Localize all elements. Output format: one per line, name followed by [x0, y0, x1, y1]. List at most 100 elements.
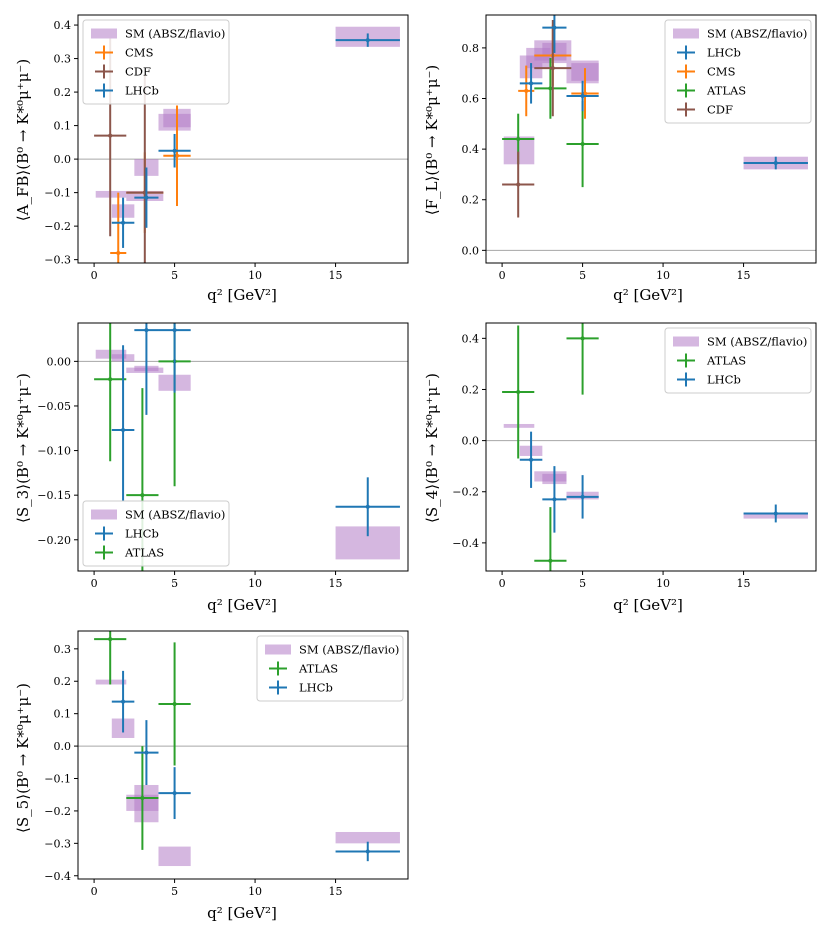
s4-atlas-point-1-marker	[548, 558, 553, 563]
s5-ytick-label-1: −0.3	[44, 837, 71, 850]
s5-xtick-label-2: 10	[248, 885, 262, 898]
fl-lhcb-point-0-marker	[529, 81, 534, 86]
s5-legend-label-lhcb: LHCb	[299, 681, 333, 695]
afb-ytick-label-0: −0.3	[44, 254, 71, 267]
afb-lhcb-point-0-marker	[121, 220, 126, 225]
s5-atlas-point-2	[158, 642, 191, 766]
fl-legend-label-cdf: CDF	[707, 103, 733, 117]
fl-atlas-point-0-marker	[516, 137, 521, 141]
s5-legend-label-atlas: ATLAS	[298, 662, 338, 676]
s4-legend: SM (ABSZ/flavio) ATLAS LHCb	[664, 327, 812, 394]
fl-legend-swatch-sm	[673, 28, 699, 39]
s3-legend: SM (ABSZ/flavio) LHCb ATLAS	[82, 500, 230, 567]
s3-y-axis-label: ⟨S_3⟩(B⁰ → K*⁰μ⁺μ⁻)	[14, 373, 32, 523]
afb-ytick-label-1: −0.2	[44, 220, 71, 233]
fl-ytick-label-0: 0.0	[462, 244, 480, 257]
fl-cms-point-2	[571, 68, 599, 119]
s3-legend-label-lhcb: LHCb	[125, 527, 159, 541]
afb-cms-point-0-marker	[116, 250, 121, 255]
s4-legend-label-lhcb: LHCb	[707, 373, 741, 387]
afb-x-axis-label: q² [GeV²]	[207, 286, 277, 304]
s4-atlas-point-2-marker	[580, 336, 585, 341]
s5-ytick-label-0: −0.4	[44, 870, 71, 883]
fl-lhcb-point-0	[519, 63, 543, 104]
afb-xtick-label-1: 5	[171, 269, 178, 282]
fl-lhcb-point-3-marker	[773, 161, 778, 166]
s3-legend-label-sm: SM (ABSZ/flavio)	[125, 508, 225, 522]
s4-ytick-label-4: 0.4	[462, 332, 480, 345]
panel-afb: q² [GeV²] ⟨A_FB⟩(B⁰ → K*⁰μ⁺μ⁻) 0 5 10 15 −0.…	[14, 14, 409, 304]
s5-sm-box-5	[335, 831, 400, 844]
s5-ytick-label-2: −0.2	[44, 805, 71, 818]
s5-atlas-point-1-marker	[140, 795, 145, 800]
s4-lhcb-point-3	[743, 504, 808, 523]
fl-cdf-point-1-marker	[550, 66, 555, 71]
s5-atlas-point-1	[126, 746, 159, 850]
s3-ytick-label-4: 0.00	[47, 355, 72, 368]
fl-y-axis-label: ⟨F_L⟩(B⁰ → K*⁰μ⁺μ⁻)	[423, 65, 441, 215]
s5-xtick-label-3: 15	[329, 885, 343, 898]
s3-atlas-point-1-marker	[140, 493, 145, 498]
afb-cdf-point-0-marker	[108, 133, 113, 138]
fl-xtick-label-1: 5	[579, 269, 586, 282]
s5-lhcb-point-3	[335, 841, 400, 862]
s5-sm-box-3	[134, 784, 159, 823]
afb-ytick-label-7: 0.4	[54, 19, 72, 32]
s5-xtick-label-0: 0	[91, 885, 98, 898]
fl-lhcb-point-1-marker	[552, 25, 557, 30]
fl-ytick-label-3: 0.6	[462, 93, 480, 106]
s3-lhcb-point-0-marker	[121, 428, 126, 433]
s3-atlas-point-0-marker	[108, 377, 113, 382]
fl-ytick-label-1: 0.2	[462, 194, 480, 207]
s5-atlas-point-0	[94, 631, 127, 685]
s5-x-axis-label: q² [GeV²]	[207, 904, 277, 922]
fl-lhcb-point-3	[743, 156, 808, 170]
s4-xtick-label-2: 10	[656, 577, 670, 590]
fl-lhcb-point-2-marker	[580, 93, 585, 98]
s3-lhcb-point-3	[335, 477, 400, 537]
afb-xtick-label-3: 15	[329, 269, 343, 282]
afb-cms-point-2	[163, 105, 191, 207]
panel-s4: q² [GeV²] ⟨S_4⟩(B⁰ → K*⁰μ⁺μ⁻) 0 5 10 15 −0.4…	[423, 322, 817, 614]
s3-lhcb-point-0	[111, 345, 135, 502]
s5-legend-label-sm: SM (ABSZ/flavio)	[299, 643, 399, 657]
s3-x-axis-label: q² [GeV²]	[207, 596, 277, 614]
s4-ytick-label-1: −0.2	[452, 486, 479, 499]
afb-y-axis-label: ⟨A_FB⟩(B⁰ → K*⁰μ⁺μ⁻)	[14, 59, 32, 221]
s4-ytick-label-0: −0.4	[452, 537, 479, 550]
s3-lhcb-point-2	[158, 323, 191, 393]
afb-legend: SM (ABSZ/flavio) CMS CDF LHCb	[82, 19, 230, 105]
s3-lhcb-point-2-marker	[172, 328, 177, 333]
fl-plot-area	[502, 15, 808, 218]
s3-xtick-label-2: 10	[248, 577, 262, 590]
fl-cdf-point-1	[534, 20, 572, 117]
panel-fl: q² [GeV²] ⟨F_L⟩(B⁰ → K*⁰μ⁺μ⁻) 0 5 10 15 0.0 0…	[423, 14, 817, 304]
fl-cdf-point-0	[502, 151, 535, 218]
s4-xtick-label-3: 15	[737, 577, 751, 590]
afb-legend-label-cdf: CDF	[125, 65, 151, 79]
s5-lhcb-point-2	[158, 767, 191, 820]
s5-atlas-point-0-marker	[108, 637, 113, 642]
fl-legend: SM (ABSZ/flavio) LHCb CMS ATLAS CDF	[664, 19, 812, 124]
afb-legend-swatch-sm	[91, 28, 117, 39]
fl-xtick-label-0: 0	[499, 269, 506, 282]
afb-ytick-label-2: −0.1	[44, 187, 71, 200]
s4-xtick-label-1: 5	[579, 577, 586, 590]
s4-atlas-point-0	[502, 325, 535, 459]
s5-plot-area	[94, 631, 400, 867]
fl-lhcb-point-2	[566, 80, 599, 112]
s5-ytick-label-7: 0.3	[54, 643, 72, 656]
afb-lhcb-point-3-marker	[365, 38, 370, 43]
s4-atlas-point-2	[566, 323, 599, 395]
afb-legend-box	[82, 19, 230, 105]
afb-lhcb-point-1	[134, 167, 159, 228]
fl-legend-label-cms: CMS	[707, 65, 736, 79]
s4-ytick-label-2: 0.0	[462, 435, 480, 448]
s5-legend-swatch-sm	[265, 644, 291, 655]
s3-legend-swatch-sm	[91, 509, 117, 520]
fl-legend-label-sm: SM (ABSZ/flavio)	[707, 27, 807, 41]
s4-lhcb-point-1	[542, 466, 567, 533]
fl-cms-point-2-marker	[583, 91, 587, 96]
s5-legend-box	[256, 635, 404, 702]
